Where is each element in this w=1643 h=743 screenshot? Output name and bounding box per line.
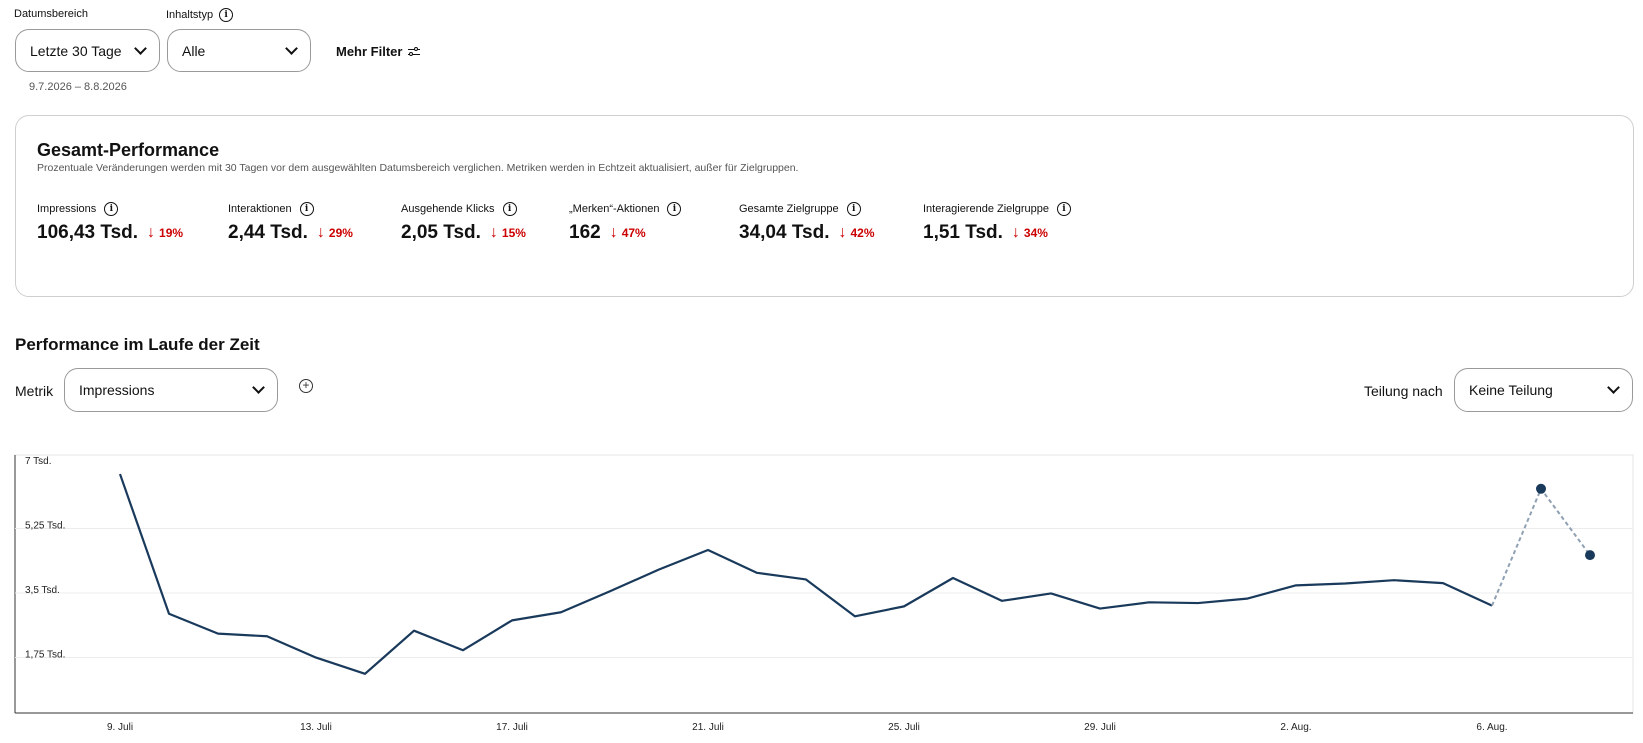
metric-change: ↓ 15% bbox=[489, 224, 526, 241]
info-icon[interactable]: i bbox=[846, 202, 861, 216]
content-type-label: Inhaltstyp i bbox=[166, 8, 234, 22]
metric-change: ↓ 47% bbox=[609, 224, 646, 241]
chevron-down-icon bbox=[252, 381, 265, 394]
metric-total-audience: Gesamte Zielgruppe i 34,04 Tsd. ↓ 42% bbox=[739, 202, 875, 244]
x-tick-label: 17. Juli bbox=[496, 722, 528, 733]
info-icon[interactable]: i bbox=[104, 202, 119, 216]
x-tick-label: 21. Juli bbox=[692, 722, 724, 733]
split-by-dropdown[interactable]: Keine Teilung bbox=[1454, 368, 1633, 412]
info-icon[interactable]: i bbox=[219, 8, 234, 22]
metric-value: 2,44 Tsd. bbox=[228, 222, 308, 243]
x-tick-label: 6. Aug. bbox=[1476, 722, 1507, 733]
metric-label: Interaktionen bbox=[228, 203, 292, 215]
add-metric-icon[interactable]: + bbox=[299, 379, 313, 393]
chart-frame bbox=[14, 454, 1634, 714]
arrow-down-icon: ↓ bbox=[316, 224, 325, 241]
arrow-down-icon: ↓ bbox=[609, 224, 618, 241]
metric-change: ↓ 19% bbox=[147, 224, 184, 241]
y-tick-label: 5,25 Tsd. bbox=[25, 521, 65, 532]
x-tick-label: 9. Juli bbox=[107, 722, 133, 733]
metric-change: ↓ 29% bbox=[316, 224, 353, 241]
content-type-dropdown[interactable]: Alle bbox=[167, 29, 311, 72]
y-tick-label: 7 Tsd. bbox=[25, 456, 52, 467]
x-tick-label: 2. Aug. bbox=[1280, 722, 1311, 733]
date-range-value: Letzte 30 Tage bbox=[30, 42, 122, 59]
metric-outbound-clicks: Ausgehende Klicks i 2,05 Tsd. ↓ 15% bbox=[401, 202, 526, 244]
arrow-down-icon: ↓ bbox=[489, 224, 498, 241]
chart-svg: 7 Tsd. 5,25 Tsd. 3,5 Tsd. 1,75 Tsd. 9. Juli 1… bbox=[14, 454, 1634, 733]
metric-dropdown[interactable]: Impressions bbox=[64, 368, 278, 412]
metric-label: Ausgehende Klicks bbox=[401, 203, 495, 215]
impressions-chart: 7 Tsd. 5,25 Tsd. 3,5 Tsd. 1,75 Tsd. 9. Juli 1… bbox=[0, 450, 1643, 743]
metric-value: 1,51 Tsd. bbox=[923, 222, 1003, 243]
y-tick-label: 1,75 Tsd. bbox=[25, 650, 65, 661]
date-range-dropdown[interactable]: Letzte 30 Tage bbox=[15, 29, 160, 72]
metric-label: Interagierende Zielgruppe bbox=[923, 203, 1049, 215]
metric-value: 2,05 Tsd. bbox=[401, 222, 481, 243]
info-icon[interactable]: i bbox=[299, 202, 314, 216]
content-type-value: Alle bbox=[182, 42, 206, 59]
arrow-down-icon: ↓ bbox=[147, 224, 156, 241]
estimated-point bbox=[1536, 483, 1546, 494]
metric-saves: „Merken“-Aktionen i 162 ↓ 47% bbox=[569, 202, 682, 244]
arrow-down-icon: ↓ bbox=[838, 224, 847, 241]
more-filters-label: Mehr Filter bbox=[336, 44, 403, 59]
card-subtitle: Prozentuale Veränderungen werden mit 30 … bbox=[37, 162, 799, 174]
metric-interactions: Interaktionen i 2,44 Tsd. ↓ 29% bbox=[228, 202, 353, 244]
info-icon[interactable]: i bbox=[502, 202, 517, 216]
estimated-point bbox=[1585, 550, 1595, 561]
metric-value: 34,04 Tsd. bbox=[739, 222, 830, 243]
more-filters-button[interactable]: Mehr Filter bbox=[336, 44, 421, 59]
date-range-label: Datumsbereich bbox=[14, 8, 88, 20]
info-icon[interactable]: i bbox=[667, 202, 682, 216]
split-by-label: Teilung nach bbox=[1364, 383, 1443, 399]
chevron-down-icon bbox=[134, 41, 147, 55]
info-icon[interactable]: i bbox=[1056, 202, 1071, 216]
metric-value: 162 bbox=[569, 222, 601, 243]
split-by-value: Keine Teilung bbox=[1469, 382, 1553, 398]
x-tick-label: 25. Juli bbox=[888, 722, 920, 733]
estimated-line bbox=[1491, 486, 1591, 607]
metric-label: Metrik bbox=[15, 383, 54, 399]
y-tick-label: 3,5 Tsd. bbox=[25, 585, 60, 596]
metric-label: Gesamte Zielgruppe bbox=[739, 203, 839, 215]
section-title: Performance im Laufe der Zeit bbox=[15, 335, 260, 354]
arrow-down-icon: ↓ bbox=[1011, 224, 1020, 241]
metric-dropdown-value: Impressions bbox=[79, 382, 155, 398]
metric-change: ↓ 42% bbox=[838, 224, 875, 241]
date-range-text: 9.7.2026 – 8.8.2026 bbox=[29, 81, 127, 93]
chevron-down-icon bbox=[285, 41, 298, 55]
card-title: Gesamt-Performance bbox=[37, 140, 220, 160]
metric-label: Impressions bbox=[37, 203, 97, 215]
overall-performance-card: Gesamt-Performance Prozentuale Veränderu… bbox=[15, 115, 1634, 297]
metric-engaged-audience: Interagierende Zielgruppe i 1,51 Tsd. ↓ 34… bbox=[923, 202, 1071, 244]
metric-value: 106,43 Tsd. bbox=[37, 222, 139, 243]
series-line bbox=[118, 473, 1493, 675]
x-tick-label: 29. Juli bbox=[1084, 722, 1116, 733]
chevron-down-icon bbox=[1607, 381, 1620, 394]
x-tick-label: 13. Juli bbox=[300, 722, 332, 733]
metric-label: „Merken“-Aktionen bbox=[569, 203, 660, 215]
metric-change: ↓ 34% bbox=[1011, 224, 1048, 241]
sliders-icon bbox=[408, 46, 421, 57]
metric-impressions: Impressions i 106,43 Tsd. ↓ 19% bbox=[37, 202, 183, 244]
